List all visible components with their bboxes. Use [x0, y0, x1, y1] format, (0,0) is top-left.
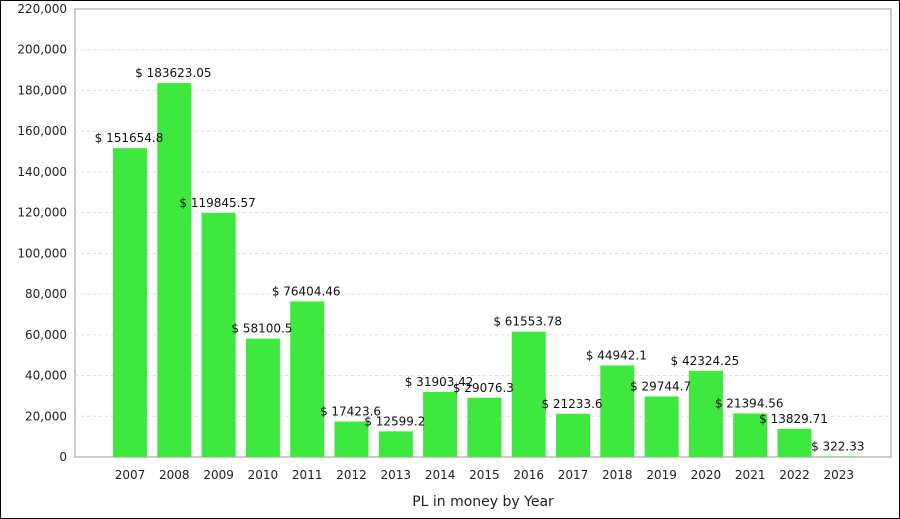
bar	[201, 212, 236, 457]
bar	[378, 431, 413, 457]
data-label: $ 322.33	[811, 439, 864, 453]
y-tick-label: 160,000	[17, 124, 67, 138]
bar	[113, 148, 147, 458]
data-label: $ 13829.71	[759, 412, 828, 426]
data-label: $ 44942.1	[586, 348, 647, 362]
bar	[688, 370, 723, 457]
y-tick-label: 100,000	[17, 246, 67, 260]
x-tick-label: 2020	[691, 468, 722, 482]
data-label: $ 76404.46	[272, 284, 341, 298]
data-label: $ 151654.8	[95, 131, 164, 145]
y-tick-label: 200,000	[17, 43, 67, 57]
y-tick-label: 120,000	[17, 206, 67, 220]
data-label: $ 29076.3	[453, 381, 514, 395]
bar	[777, 428, 812, 457]
y-tick-label: 140,000	[17, 165, 67, 179]
y-axis-tick-labels: 0 20,000 40,000 60,000 80,000 100,000 120,000 1…	[17, 2, 67, 464]
data-label: $ 17423.6	[320, 405, 381, 419]
x-tick-label: 2023	[824, 468, 855, 482]
data-labels: $ 151654.8 $ 183623.05 $ 119845.57 $ 58100.…	[95, 66, 865, 453]
x-tick-label: 2016	[513, 468, 544, 482]
x-axis-tick-labels: 2007 2008 2009 2010 2011 2012 2013 2014 2015 2016…	[115, 468, 854, 482]
bar	[467, 397, 502, 457]
y-tick-label: 0	[59, 450, 67, 464]
data-label: $ 183623.05	[135, 66, 211, 80]
bars	[113, 83, 856, 458]
x-tick-label: 2012	[336, 468, 367, 482]
x-tick-label: 2019	[646, 468, 677, 482]
x-tick-label: 2007	[115, 468, 146, 482]
x-tick-label: 2011	[292, 468, 323, 482]
bar	[423, 392, 458, 457]
x-tick-label: 2009	[203, 468, 234, 482]
x-tick-label: 2018	[602, 468, 633, 482]
bar	[821, 456, 856, 457]
y-tick-label: 40,000	[25, 369, 67, 383]
bar	[556, 413, 590, 457]
x-tick-label: 2010	[248, 468, 279, 482]
bar	[733, 413, 768, 457]
y-tick-label: 180,000	[17, 83, 67, 97]
x-tick-label: 2017	[558, 468, 589, 482]
x-tick-label: 2014	[425, 468, 456, 482]
bar	[644, 396, 679, 457]
data-label: $ 61553.78	[493, 315, 562, 329]
data-label: $ 31903.42	[405, 375, 474, 389]
bar	[157, 83, 192, 458]
data-label: $ 21233.6	[541, 397, 602, 411]
x-tick-label: 2008	[159, 468, 190, 482]
y-tick-label: 60,000	[25, 328, 67, 342]
x-tick-label: 2021	[735, 468, 766, 482]
data-label: $ 12599.2	[364, 414, 425, 428]
data-label: $ 21394.56	[715, 396, 784, 410]
x-tick-label: 2015	[469, 468, 500, 482]
gridlines	[75, 49, 891, 417]
data-label: $ 58100.5	[231, 322, 292, 336]
y-tick-label: 80,000	[25, 287, 67, 301]
data-label: $ 119845.57	[179, 196, 255, 210]
bar	[245, 338, 280, 457]
y-tick-label: 20,000	[25, 409, 67, 423]
bar	[290, 301, 325, 457]
y-tick-label: 220,000	[17, 2, 67, 16]
bar	[334, 421, 369, 457]
x-tick-label: 2013	[381, 468, 412, 482]
data-label: $ 29744.7	[630, 379, 691, 393]
x-axis-title: PL in money by Year	[412, 494, 554, 510]
bar	[511, 331, 546, 457]
bar	[600, 365, 635, 457]
data-label: $ 42324.25	[671, 354, 740, 368]
x-tick-label: 2022	[779, 468, 810, 482]
